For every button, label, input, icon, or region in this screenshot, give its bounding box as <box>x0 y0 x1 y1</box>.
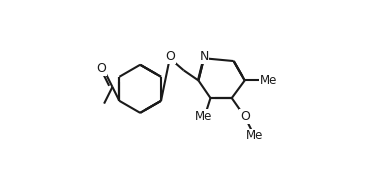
Text: Me: Me <box>246 130 263 142</box>
Text: O: O <box>240 110 250 123</box>
Text: Me: Me <box>194 110 212 123</box>
Text: N: N <box>199 50 209 63</box>
Text: Me: Me <box>260 74 278 87</box>
Text: O: O <box>96 62 106 75</box>
Text: O: O <box>165 50 175 63</box>
